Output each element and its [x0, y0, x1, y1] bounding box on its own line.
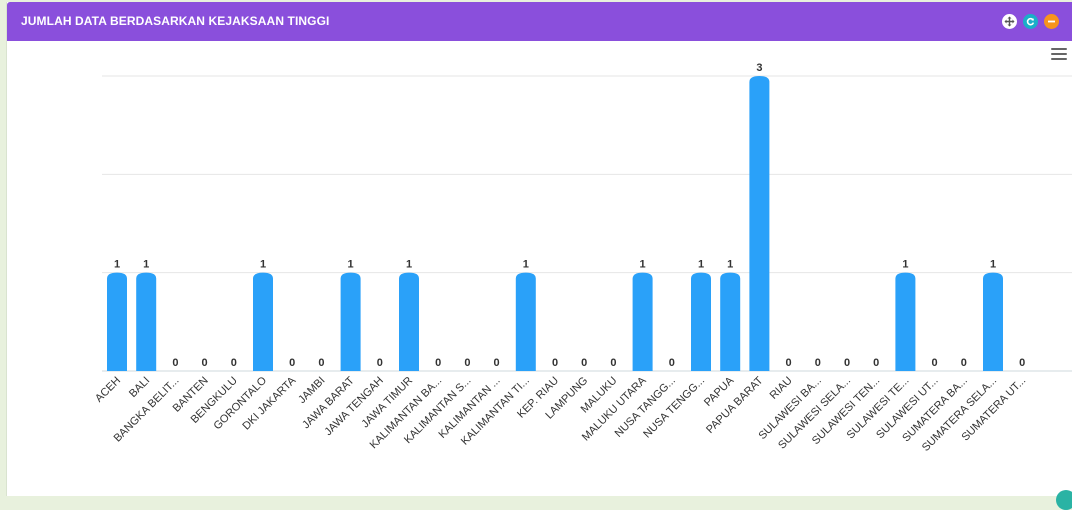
- data-label: 0: [873, 357, 879, 369]
- x-tick-label: RIAU: [768, 375, 795, 402]
- bar[interactable]: [720, 272, 741, 371]
- data-label: 0: [435, 357, 441, 369]
- data-label: 0: [494, 357, 500, 369]
- data-label: 0: [377, 357, 383, 369]
- x-tick-label: BALI: [127, 375, 152, 400]
- data-label: 0: [464, 357, 470, 369]
- data-label: 0: [231, 357, 237, 369]
- hamburger-icon[interactable]: [1051, 48, 1067, 62]
- move-icon[interactable]: [1002, 14, 1017, 29]
- refresh-icon[interactable]: [1023, 14, 1038, 29]
- data-label: 0: [289, 357, 295, 369]
- bar[interactable]: [136, 272, 157, 371]
- data-label: 1: [990, 259, 996, 271]
- data-label: 1: [902, 259, 908, 271]
- data-label: 0: [844, 357, 850, 369]
- bar[interactable]: [895, 272, 916, 371]
- data-label: 0: [932, 357, 938, 369]
- data-label: 0: [815, 357, 821, 369]
- bar[interactable]: [632, 272, 653, 371]
- x-tick-label: DKI JAKARTA: [240, 374, 298, 432]
- x-tick-label: ACEH: [93, 375, 123, 405]
- data-label: 1: [348, 259, 354, 271]
- bar[interactable]: [340, 272, 361, 371]
- data-label: 1: [406, 259, 412, 271]
- chart-panel: JUMLAH DATA BERDASARKAN KEJAKSAAN TINGGI…: [6, 2, 1072, 496]
- data-label: 0: [1019, 357, 1025, 369]
- bar[interactable]: [515, 272, 536, 371]
- data-label: 0: [552, 357, 558, 369]
- data-label: 0: [669, 357, 675, 369]
- data-label: 0: [318, 357, 324, 369]
- data-label: 1: [698, 259, 704, 271]
- data-label: 1: [523, 259, 529, 271]
- data-label: 1: [114, 259, 120, 271]
- panel-header: JUMLAH DATA BERDASARKAN KEJAKSAAN TINGGI: [7, 2, 1072, 41]
- data-label: 0: [172, 357, 178, 369]
- data-label: 1: [640, 259, 646, 271]
- data-label: 1: [727, 259, 733, 271]
- bar[interactable]: [983, 272, 1003, 371]
- bar[interactable]: [749, 76, 770, 371]
- corner-badge-icon: [1056, 490, 1072, 510]
- data-label: 0: [202, 357, 208, 369]
- panel-title: JUMLAH DATA BERDASARKAN KEJAKSAAN TINGGI: [21, 14, 330, 28]
- collapse-icon[interactable]: [1044, 14, 1059, 29]
- data-label: 0: [610, 357, 616, 369]
- bar[interactable]: [691, 272, 711, 371]
- bar[interactable]: [253, 272, 273, 371]
- data-label: 1: [143, 259, 149, 271]
- data-label: 0: [581, 357, 587, 369]
- data-label: 1: [260, 259, 266, 271]
- bar[interactable]: [107, 272, 127, 371]
- data-label: 3: [756, 62, 762, 74]
- bar[interactable]: [399, 272, 419, 371]
- data-label: 0: [961, 357, 967, 369]
- data-label: 0: [786, 357, 792, 369]
